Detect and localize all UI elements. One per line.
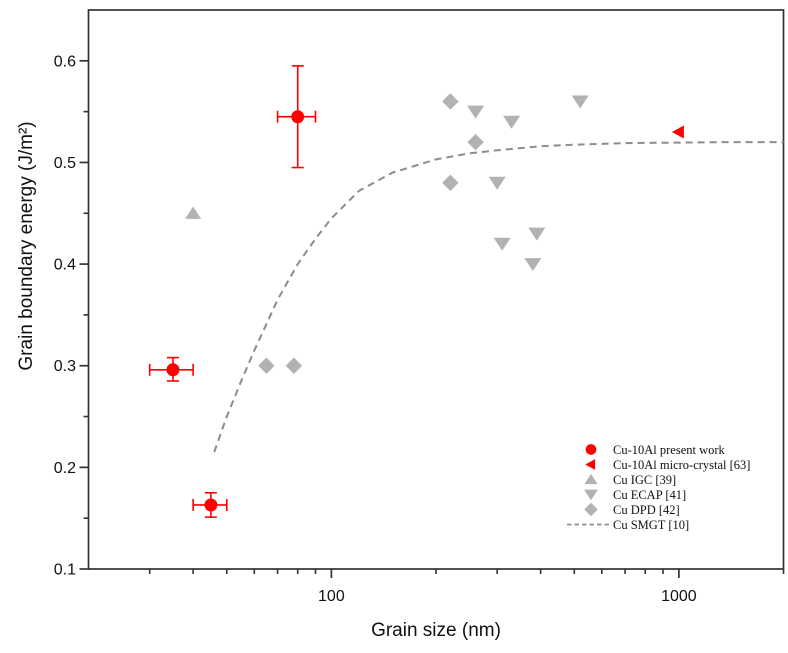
data-point-circle [166, 363, 180, 377]
data-point-diamond [442, 174, 459, 191]
data-point-diamond [258, 357, 275, 374]
y-tick-label: 0.3 [54, 358, 76, 375]
y-tick-label: 0.4 [54, 257, 76, 274]
data-point-circle [291, 110, 305, 124]
legend-label: Cu ECAP [41] [613, 488, 686, 502]
x-tick-label: 1000 [661, 588, 697, 605]
data-point-circle [204, 498, 218, 512]
legend-marker-triangle-down [584, 489, 598, 501]
legend-marker-circle [585, 444, 597, 455]
data-point-triangle-down [488, 176, 506, 190]
data-point-triangle-down [571, 95, 589, 109]
smgt-dashed-curve [213, 141, 784, 453]
legend-marker-triangle-left [585, 459, 596, 470]
legend-label: Cu SMGT [10] [613, 518, 689, 532]
data-point-triangle-down [524, 258, 542, 272]
data-point-diamond [442, 93, 459, 110]
y-tick-label: 0.1 [54, 562, 76, 579]
legend-label: Cu DPD [42] [613, 503, 680, 517]
data-point-triangle-up [185, 206, 202, 219]
y-tick-label: 0.6 [54, 53, 76, 70]
y-tick-label: 0.2 [54, 460, 76, 477]
x-tick-label: 100 [318, 588, 345, 605]
data-point-diamond [467, 133, 484, 151]
legend-marker-diamond [584, 502, 598, 517]
x-axis-title: Grain size (nm) [371, 620, 501, 641]
legend-label: Cu-10Al micro-crystal [63] [613, 458, 750, 472]
data-point-triangle-down [503, 115, 521, 129]
plot-border [87, 9, 785, 570]
y-tick-label: 0.5 [54, 155, 76, 172]
data-point-triangle-down [493, 237, 511, 251]
legend-label: Cu IGC [39] [613, 473, 676, 487]
legend-marker-triangle-up [584, 473, 598, 485]
data-point-diamond [285, 357, 303, 374]
data-point-triangle-left [671, 125, 684, 139]
data-point-triangle-down [467, 105, 485, 119]
legend-label: Cu-10Al present work [613, 443, 726, 457]
data-point-triangle-down [528, 227, 546, 241]
y-axis-title: Grain boundary energy (J/m²) [16, 121, 37, 371]
